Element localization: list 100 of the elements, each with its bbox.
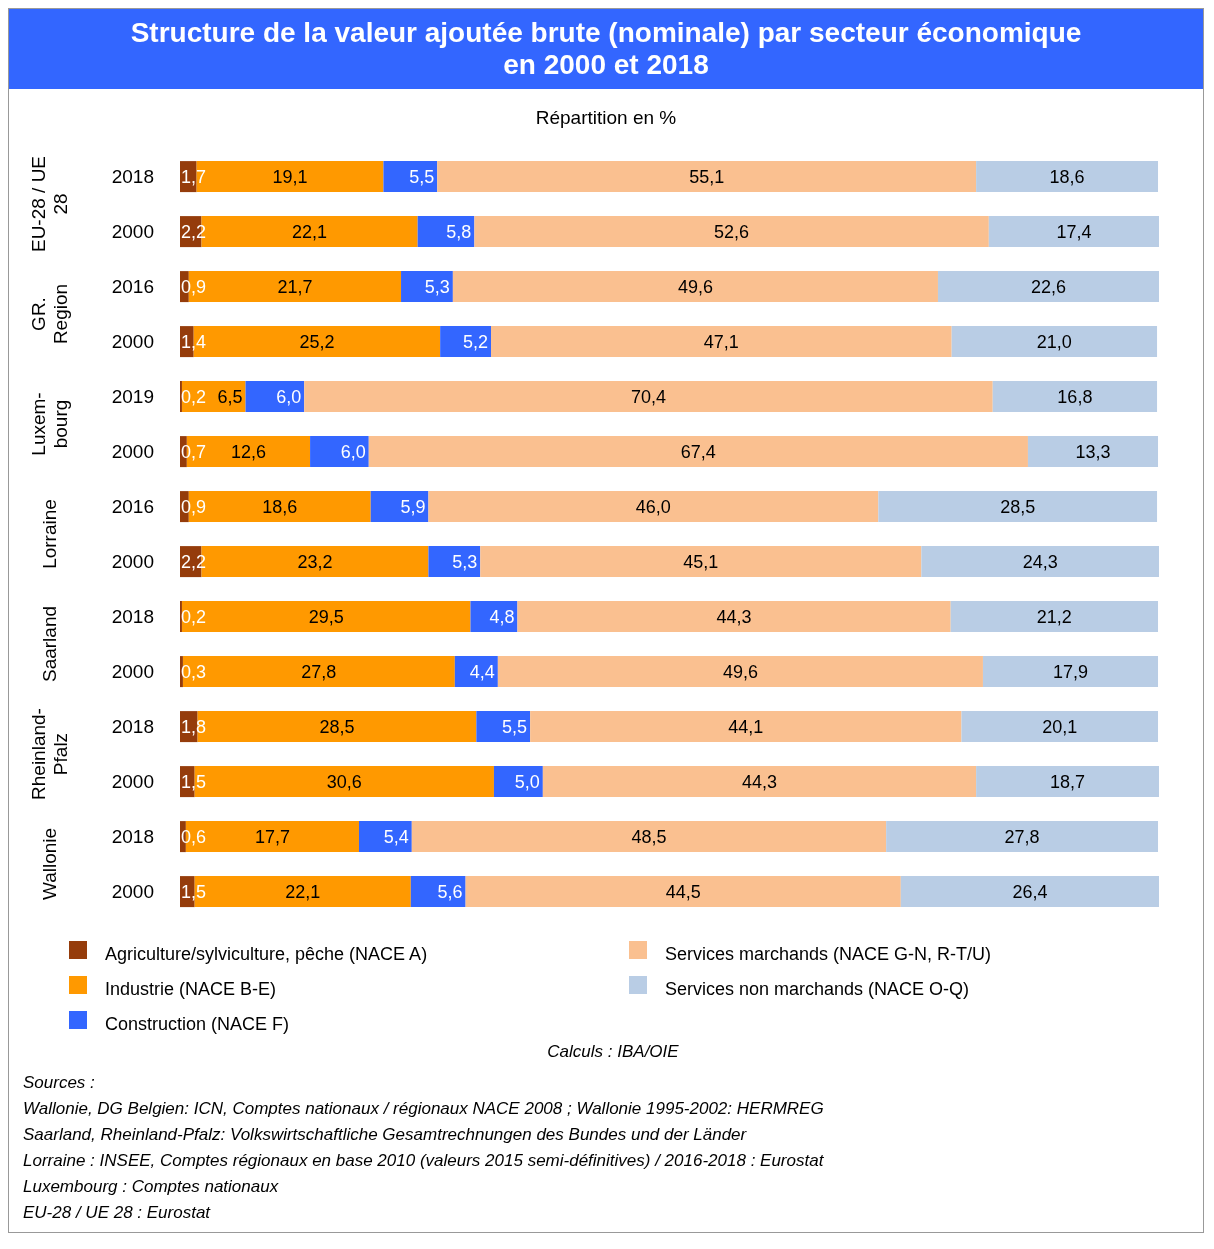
legend-label: Services marchands (NACE G-N, R-T/U) [665, 944, 992, 965]
y-tick-label: 2000 [111, 771, 154, 793]
data-label: 27,8 [1004, 826, 1040, 847]
text: GR. Region [28, 283, 71, 345]
y-tick-label: 2016 [111, 496, 154, 518]
y-tick-label: 2000 [111, 881, 154, 903]
bar [530, 711, 962, 743]
data-label: 30,6 [326, 771, 362, 792]
bar [961, 711, 1159, 743]
data-label: 1,4 [181, 331, 207, 352]
data-label: 1,8 [181, 716, 207, 737]
data-label: 21,2 [1036, 606, 1072, 627]
data-label: 6,0 [276, 386, 302, 407]
data-label: 5,4 [383, 826, 409, 847]
text: Lorraine : INSEE, Comptes régionaux en base 2010 (valeurs 2015 semi-définitives) / 2016-2018 : Eurostat [23, 1150, 825, 1172]
y-tick-label: 2000 [111, 551, 154, 573]
data-label: 0,9 [181, 496, 207, 517]
legend-label: Industrie (NACE B-E) [105, 979, 277, 1000]
bar [900, 876, 1159, 908]
bar [950, 601, 1159, 633]
data-label: 55,1 [689, 166, 725, 187]
data-label: 5,5 [502, 716, 528, 737]
data-label: 5,6 [437, 881, 463, 902]
bar [951, 326, 1158, 358]
data-label: 20,1 [1042, 716, 1078, 737]
bar [182, 656, 455, 688]
data-label: 5,8 [446, 221, 472, 242]
data-label: 44,5 [665, 881, 701, 902]
data-label: 5,3 [424, 276, 450, 297]
data-label: 5,9 [400, 496, 426, 517]
bar [401, 271, 453, 303]
data-label: 49,6 [677, 276, 713, 297]
bar [937, 271, 1159, 303]
text: EU-28 / UE 28 [28, 155, 71, 253]
bar [181, 601, 471, 633]
data-label: 49,6 [722, 661, 758, 682]
data-label: 18,6 [262, 496, 298, 517]
data-label: 26,4 [1012, 881, 1048, 902]
y-tick-label: 2000 [111, 331, 154, 353]
data-label: 44,3 [741, 771, 777, 792]
bar [976, 766, 1159, 798]
bar [474, 216, 989, 248]
legend-label: Services non marchands (NACE O-Q) [665, 979, 970, 1000]
data-label: 70,4 [630, 386, 666, 407]
bar [440, 326, 492, 358]
y-tick-label: 2018 [111, 716, 154, 738]
text: Saarland [39, 605, 60, 683]
bar [411, 821, 887, 853]
data-label: 0,7 [181, 441, 207, 462]
bar [992, 381, 1158, 413]
bar [428, 491, 879, 523]
data-label: 45,1 [683, 551, 719, 572]
data-label: 6,5 [217, 386, 243, 407]
text: Wallonie, DG Belgien: ICN, Comptes nationaux / régionaux NACE 2008 ; Wallonie 1995-2002: HERMREG [23, 1098, 825, 1120]
data-label: 0,3 [181, 661, 207, 682]
text: EU-28 / UE 28 : Eurostat [23, 1202, 212, 1224]
y-tick-label: 2018 [111, 606, 154, 628]
data-label: 44,3 [716, 606, 752, 627]
data-label: 21,0 [1036, 331, 1072, 352]
bar [358, 821, 412, 853]
data-label: 2,2 [181, 221, 207, 242]
data-label: 18,6 [1049, 166, 1085, 187]
data-label: 17,7 [254, 826, 290, 847]
bar [480, 546, 922, 578]
bar [493, 766, 543, 798]
data-label: 13,3 [1075, 441, 1111, 462]
data-label: 19,1 [272, 166, 308, 187]
data-label: 21,7 [277, 276, 313, 297]
bar [465, 876, 901, 908]
data-label: 1,5 [181, 881, 207, 902]
y-tick-label: 2000 [111, 661, 154, 683]
text: Saarland, Rheinland-Pfalz: Volkswirtschaftliche Gesamtrechnungen des Bundes und der Länder [23, 1124, 748, 1146]
data-label: 28,5 [319, 716, 355, 737]
legend-label: Agriculture/sylviculture, pêche (NACE A) [105, 944, 428, 965]
data-label: 44,1 [728, 716, 764, 737]
data-label: 23,2 [297, 551, 333, 572]
bar [542, 766, 977, 798]
data-label: 6,0 [340, 441, 366, 462]
bar [245, 381, 305, 413]
y-tick-label: 2016 [111, 276, 154, 298]
data-label: 67,4 [680, 441, 716, 462]
data-label: 22,1 [292, 221, 328, 242]
data-label: 2,2 [181, 551, 207, 572]
bar [988, 216, 1159, 248]
bar [368, 436, 1028, 468]
data-label: 16,8 [1057, 386, 1093, 407]
data-label: 5,5 [409, 166, 435, 187]
bar [476, 711, 531, 743]
y-tick-label: 2018 [111, 826, 154, 848]
bar [1027, 436, 1159, 468]
text: Wallonie [39, 827, 60, 901]
data-label: 47,1 [703, 331, 739, 352]
data-label: 1,7 [181, 166, 207, 187]
data-label: 25,2 [299, 331, 335, 352]
data-label: 48,5 [631, 826, 667, 847]
y-tick-label: 2000 [111, 441, 154, 463]
bar [491, 326, 952, 358]
bar [452, 271, 938, 303]
data-label: 29,5 [308, 606, 344, 627]
data-label: 27,8 [301, 661, 337, 682]
